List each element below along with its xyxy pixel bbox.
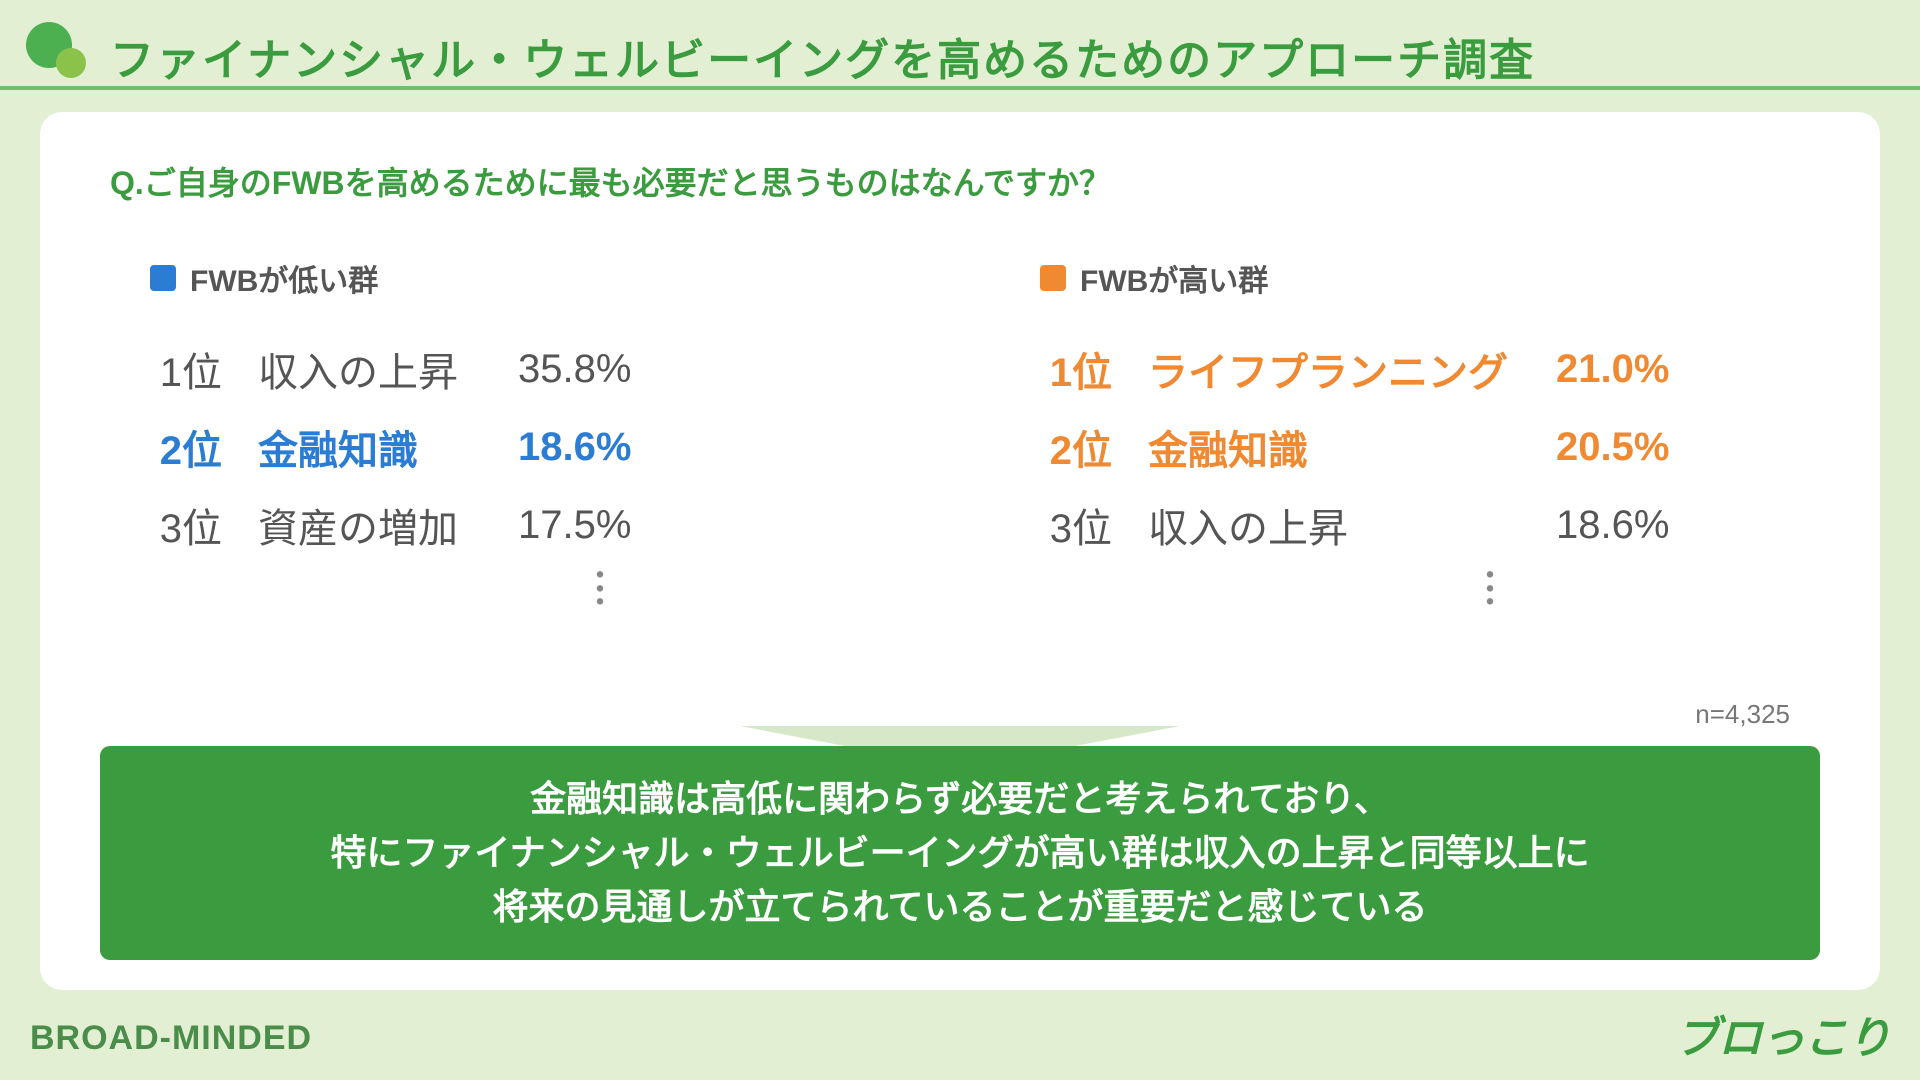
survey-question: Q.ご自身のFWBを高めるために最も必要だと思うものはなんですか？ — [110, 158, 1810, 204]
ranking-table-low: 1位収入の上昇35.8%2位金融知識18.6%3位資産の増加17.5% — [140, 330, 670, 564]
footer-brand-right: ブロっこり — [1675, 1002, 1890, 1066]
conclusion-line: 将来の見通しが立てられていることが重要だと感じている — [493, 886, 1428, 927]
rank-cell: 2位 — [1030, 408, 1140, 486]
column-high-title: FWBが高い群 — [1080, 256, 1268, 300]
conclusion-line: 金融知識は高低に関わらず必要だと考えられており、 — [530, 778, 1390, 819]
swatch-low-icon — [150, 265, 176, 291]
value-cell: 20.5% — [1548, 408, 1708, 486]
label-cell: 資産の増加 — [250, 486, 510, 564]
rank-cell: 1位 — [1030, 330, 1140, 408]
table-row: 2位金融知識20.5% — [1030, 408, 1708, 486]
label-cell: 金融知識 — [250, 408, 510, 486]
label-cell: ライフプランニング — [1140, 330, 1548, 408]
value-cell: 18.6% — [1548, 486, 1708, 564]
ellipsis-icon: ・・・ — [1170, 570, 1810, 611]
table-row: 3位収入の上昇18.6% — [1030, 486, 1708, 564]
ranking-table-high: 1位ライフプランニング21.0%2位金融知識20.5%3位収入の上昇18.6% — [1030, 330, 1708, 564]
rank-cell: 2位 — [140, 408, 250, 486]
conclusion-line: 特にファイナンシャル・ウェルビーイングが高い群は収入の上昇と同等以上に — [330, 832, 1589, 873]
value-cell: 17.5% — [510, 486, 670, 564]
rank-cell: 1位 — [140, 330, 250, 408]
value-cell: 35.8% — [510, 330, 670, 408]
ranking-columns: FWBが低い群 1位収入の上昇35.8%2位金融知識18.6%3位資産の増加17… — [110, 256, 1810, 611]
column-low-title: FWBが低い群 — [190, 256, 378, 300]
rank-cell: 3位 — [140, 486, 250, 564]
table-row: 1位ライフプランニング21.0% — [1030, 330, 1708, 408]
table-row: 1位収入の上昇35.8% — [140, 330, 670, 408]
logo-icon — [26, 22, 96, 92]
column-low-header: FWBが低い群 — [150, 256, 920, 300]
title-underline — [0, 86, 1920, 90]
ellipsis-icon: ・・・ — [280, 570, 920, 611]
table-row: 2位金融知識18.6% — [140, 408, 670, 486]
content-card: Q.ご自身のFWBを高めるために最も必要だと思うものはなんですか？ FWBが低い… — [40, 112, 1880, 990]
table-row: 3位資産の増加17.5% — [140, 486, 670, 564]
value-cell: 21.0% — [1548, 330, 1708, 408]
column-high-fwb: FWBが高い群 1位ライフプランニング21.0%2位金融知識20.5%3位収入の… — [1000, 256, 1810, 611]
column-high-header: FWBが高い群 — [1040, 256, 1810, 300]
label-cell: 金融知識 — [1140, 408, 1548, 486]
rank-cell: 3位 — [1030, 486, 1140, 564]
swatch-high-icon — [1040, 265, 1066, 291]
page-title: ファイナンシャル・ウェルビーイングを高めるためのアプローチ調査 — [110, 24, 1535, 88]
label-cell: 収入の上昇 — [1140, 486, 1548, 564]
conclusion-box: 金融知識は高低に関わらず必要だと考えられており、 特にファイナンシャル・ウェルビ… — [100, 746, 1820, 960]
label-cell: 収入の上昇 — [250, 330, 510, 408]
footer-brand-left: BROAD-MINDED — [30, 1019, 312, 1058]
sample-size-note: n=4,325 — [1695, 699, 1790, 730]
column-low-fwb: FWBが低い群 1位収入の上昇35.8%2位金融知識18.6%3位資産の増加17… — [110, 256, 920, 611]
value-cell: 18.6% — [510, 408, 670, 486]
